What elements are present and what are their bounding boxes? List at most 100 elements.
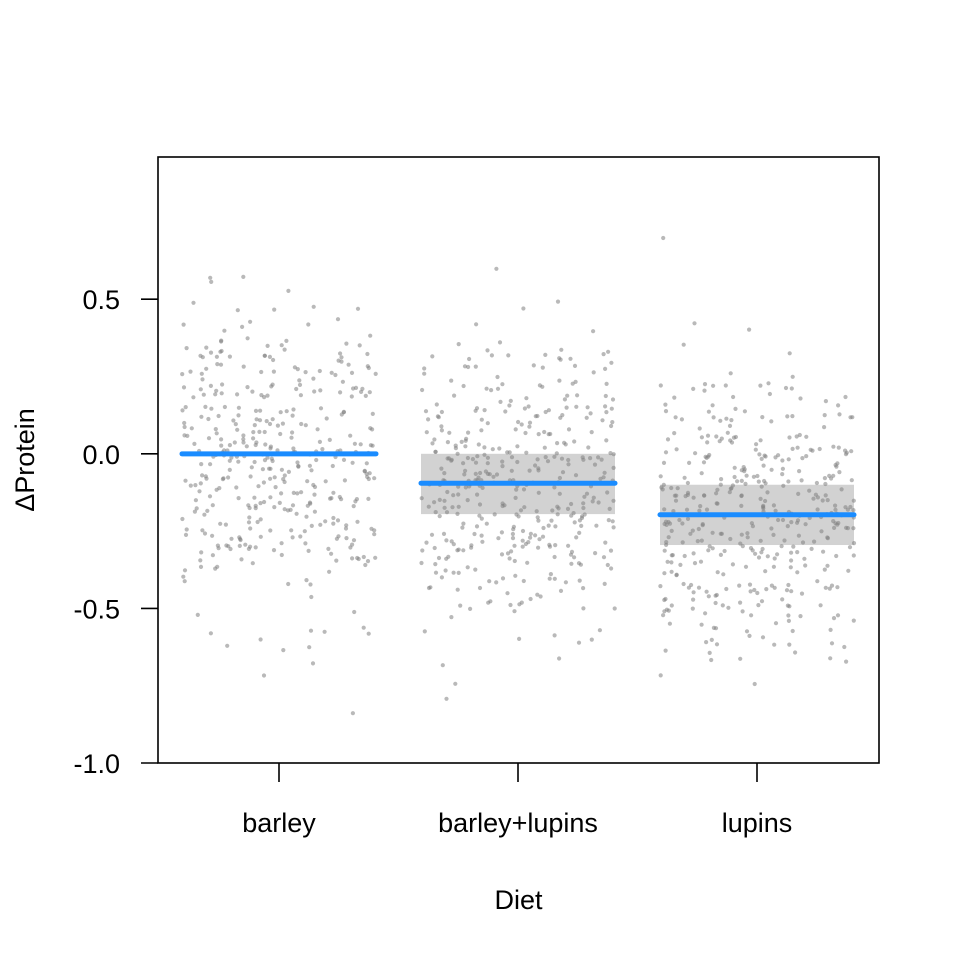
data-point xyxy=(331,490,336,495)
data-point xyxy=(236,413,241,418)
data-point xyxy=(565,393,570,398)
data-point xyxy=(252,495,257,500)
data-point xyxy=(584,491,590,496)
data-point xyxy=(706,409,712,414)
data-point xyxy=(279,541,284,546)
data-point xyxy=(730,562,736,567)
data-point xyxy=(812,539,817,544)
data-point xyxy=(533,463,538,468)
data-point xyxy=(823,481,828,487)
data-point xyxy=(329,551,334,556)
data-point xyxy=(728,371,733,376)
data-point xyxy=(473,471,478,476)
data-point xyxy=(699,471,704,476)
data-point xyxy=(780,517,786,523)
data-point xyxy=(508,602,513,608)
data-point xyxy=(661,235,666,241)
data-point xyxy=(771,564,777,569)
data-point xyxy=(304,578,309,583)
data-point xyxy=(259,369,264,375)
data-point xyxy=(490,447,495,452)
data-point xyxy=(557,378,562,383)
data-point xyxy=(815,507,820,512)
data-point xyxy=(507,556,512,561)
data-point xyxy=(270,382,275,387)
data-point xyxy=(222,404,227,410)
data-point xyxy=(207,494,213,499)
data-point xyxy=(467,356,472,362)
data-point xyxy=(201,392,206,397)
data-point xyxy=(485,455,490,460)
data-point xyxy=(789,558,794,563)
data-point xyxy=(577,578,582,583)
data-point xyxy=(739,493,744,498)
data-point xyxy=(827,473,832,478)
data-point xyxy=(705,433,711,438)
data-point xyxy=(823,585,828,590)
data-point xyxy=(779,544,784,549)
data-point xyxy=(581,505,586,511)
data-point xyxy=(339,359,344,364)
data-point xyxy=(681,581,686,587)
data-point xyxy=(455,451,460,456)
data-point xyxy=(569,549,575,555)
data-point xyxy=(307,645,312,650)
data-point xyxy=(465,565,470,570)
data-point xyxy=(559,347,564,352)
data-point xyxy=(739,478,744,483)
data-point xyxy=(727,423,733,428)
data-point xyxy=(456,342,461,347)
data-point xyxy=(747,633,752,639)
data-point xyxy=(282,473,287,478)
data-point xyxy=(591,370,596,375)
data-point xyxy=(665,437,671,442)
data-point xyxy=(439,466,444,471)
data-point xyxy=(424,540,429,545)
data-point xyxy=(663,409,669,414)
data-point xyxy=(546,523,551,528)
data-point xyxy=(339,355,344,360)
data-point xyxy=(682,553,687,559)
data-point xyxy=(592,462,598,467)
data-point xyxy=(786,582,791,588)
data-point xyxy=(248,474,253,479)
data-point xyxy=(268,495,273,500)
data-point xyxy=(672,493,678,498)
data-point xyxy=(480,539,485,544)
data-point xyxy=(432,545,437,551)
data-point xyxy=(340,379,345,384)
data-point xyxy=(609,423,614,429)
data-point xyxy=(463,468,468,473)
data-point xyxy=(603,404,608,409)
data-point xyxy=(785,603,791,608)
data-point xyxy=(541,525,546,531)
data-point xyxy=(795,570,800,575)
data-point xyxy=(742,409,748,414)
data-point xyxy=(698,559,704,564)
data-point xyxy=(203,474,208,479)
data-point xyxy=(223,522,228,527)
data-point xyxy=(596,500,601,505)
data-point xyxy=(658,673,663,678)
data-point xyxy=(445,489,450,495)
data-point xyxy=(536,545,541,550)
data-point xyxy=(738,656,743,661)
data-point xyxy=(188,483,193,488)
data-point xyxy=(572,439,577,444)
data-point xyxy=(729,418,734,423)
data-point xyxy=(569,501,574,507)
data-point xyxy=(272,505,277,510)
data-point xyxy=(442,498,447,503)
data-point xyxy=(585,405,590,410)
data-point xyxy=(183,405,188,410)
data-point xyxy=(334,558,339,563)
data-point xyxy=(528,535,533,540)
data-point xyxy=(851,541,857,546)
data-point xyxy=(691,590,696,595)
data-point xyxy=(254,417,259,422)
data-point xyxy=(479,516,484,521)
data-point xyxy=(697,508,702,513)
data-point xyxy=(451,570,456,575)
data-point xyxy=(496,536,501,541)
